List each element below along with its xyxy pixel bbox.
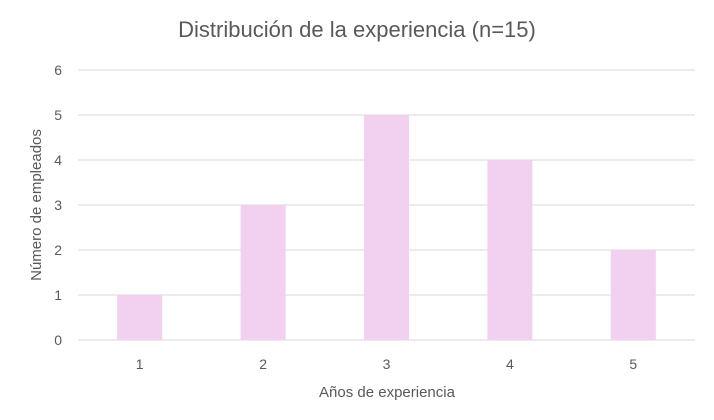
x-tick-label: 2 (259, 356, 267, 372)
x-tick-label: 1 (136, 356, 144, 372)
bars (117, 115, 656, 340)
y-tick-label: 6 (54, 62, 62, 78)
y-axis-ticks: 0 1 2 3 4 5 6 (54, 62, 62, 348)
y-tick-label: 3 (54, 197, 62, 213)
bar-5 (610, 250, 656, 340)
y-tick-label: 2 (54, 242, 62, 258)
x-tick-label: 5 (629, 356, 637, 372)
bar-1 (117, 295, 163, 340)
x-axis-ticks: 1 2 3 4 5 (136, 356, 638, 372)
x-tick-label: 4 (506, 356, 514, 372)
bar-4 (487, 160, 533, 340)
y-tick-label: 4 (54, 152, 62, 168)
chart-title: Distribución de la experiencia (n=15) (178, 17, 536, 42)
y-axis-title: Número de empleados (28, 129, 45, 281)
x-axis-title: Años de experiencia (319, 384, 456, 401)
y-tick-label: 5 (54, 107, 62, 123)
x-tick-label: 3 (383, 356, 391, 372)
bar-2 (240, 205, 286, 340)
y-tick-label: 0 (54, 332, 62, 348)
bar-3 (364, 115, 409, 340)
y-tick-label: 1 (54, 287, 62, 303)
